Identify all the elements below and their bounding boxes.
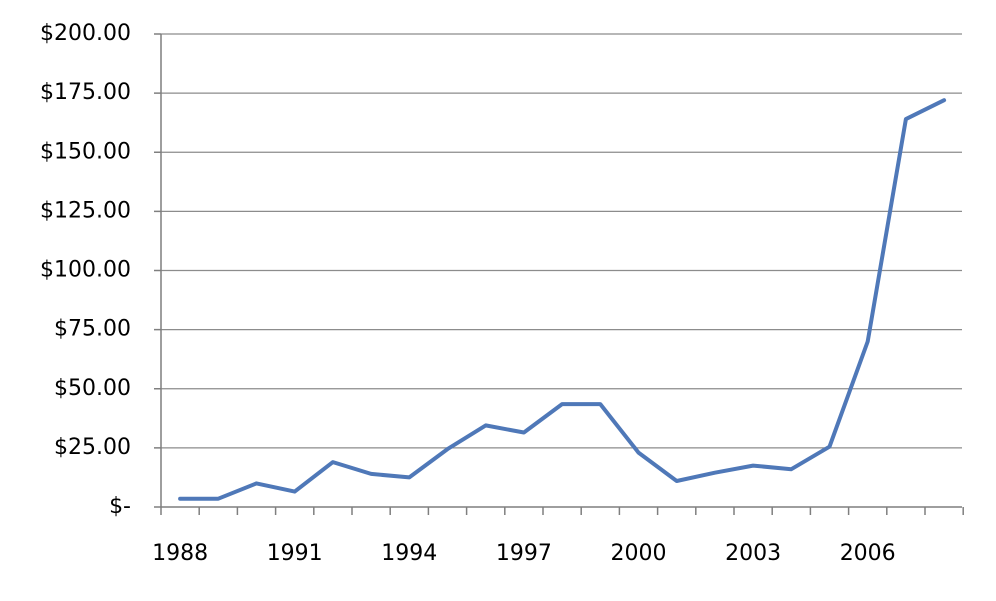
x-tick-label: 1988 [152, 541, 208, 566]
x-tick-label: 1997 [496, 541, 552, 566]
x-tick-label: 2003 [725, 541, 781, 566]
x-tick-label: 1994 [381, 541, 437, 566]
gridlines [161, 33, 962, 449]
y-tick-label: $25.00 [54, 435, 131, 460]
x-axis-tick-labels: 1988 1991 1994 1997 2000 2003 2006 [152, 541, 896, 566]
y-tick-label: $125.00 [40, 198, 131, 223]
y-tick-label: $50.00 [54, 376, 131, 401]
y-tick-label: $- [109, 494, 131, 519]
series-layer [178, 98, 947, 501]
y-tick-label: $175.00 [40, 80, 131, 105]
y-tick-label: $200.00 [40, 21, 131, 46]
x-tick-label: 1991 [267, 541, 323, 566]
x-tick-label: 2000 [611, 541, 667, 566]
y-axis-tick-labels: $- $25.00 $50.00 $75.00 $100.00 $125.00 $150.0… [40, 21, 131, 519]
x-tick-label: 2006 [840, 541, 896, 566]
axes [154, 33, 964, 515]
series-line [178, 98, 947, 501]
y-tick-label: $150.00 [40, 139, 131, 164]
y-tick-label: $75.00 [54, 317, 131, 342]
y-tick-label: $100.00 [40, 258, 131, 283]
